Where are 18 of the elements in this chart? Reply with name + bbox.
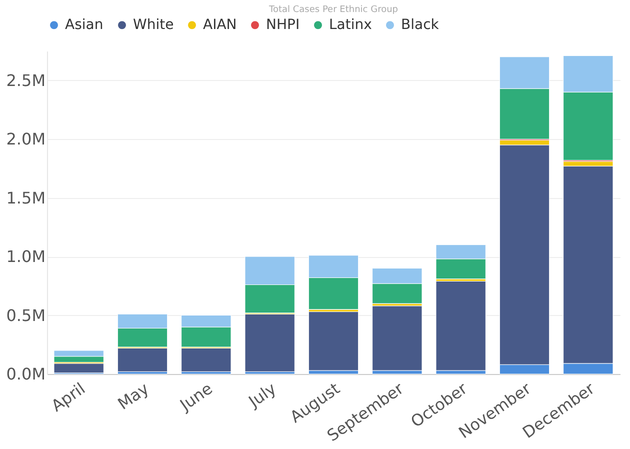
y-tick-label: 1.5M xyxy=(6,188,46,208)
y-tick-label: 2.0M xyxy=(6,130,46,149)
y-tick-label: 2.5M xyxy=(6,70,46,90)
y-tick-label: 1.0M xyxy=(6,247,46,266)
legend-label: Black xyxy=(401,17,440,34)
x-tick-label: July xyxy=(244,378,280,412)
y-tick-label: 0.0M xyxy=(6,364,46,384)
x-tick-label: May xyxy=(114,378,152,414)
legend-label: White xyxy=(133,17,174,34)
bar xyxy=(436,280,486,371)
legend-label: NHPI xyxy=(266,17,300,34)
legend-label: Latinx xyxy=(329,17,372,34)
bar xyxy=(308,312,359,371)
legend-label: Asian xyxy=(65,17,104,34)
chart-title: Total Cases Per Ethnic Group xyxy=(268,5,398,15)
y-tick-label: 0.5M xyxy=(6,306,46,325)
legend-label: AIAN xyxy=(203,17,237,34)
bar xyxy=(372,306,422,371)
